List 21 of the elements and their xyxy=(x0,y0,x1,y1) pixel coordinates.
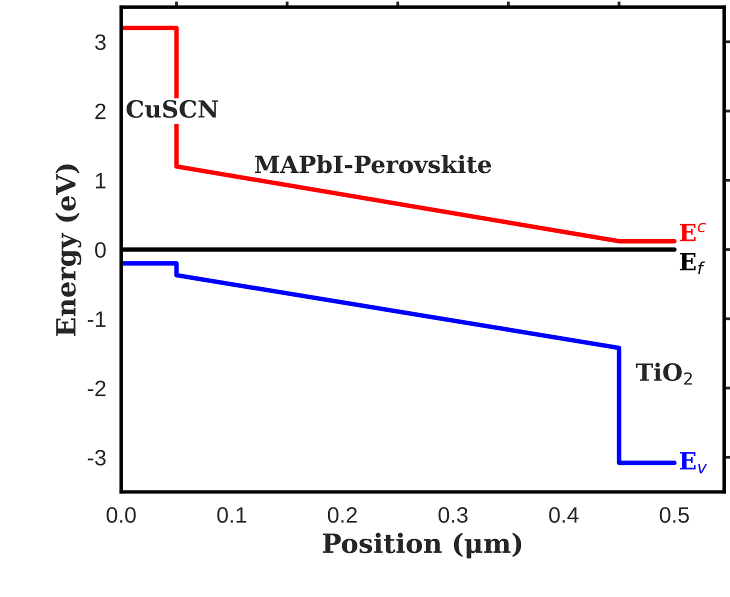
x-tick-label: 0.5 xyxy=(660,507,689,523)
series-label: E$_{f}$ xyxy=(680,253,705,274)
annotation: CuSCN xyxy=(126,100,218,118)
series-label: E$^{c}$ xyxy=(680,222,706,242)
x-tick-label: 0.1 xyxy=(217,507,246,523)
y-tick-label: -1 xyxy=(88,312,106,327)
y-axis-title: Energy (eV) xyxy=(55,164,82,336)
y-tick-label: -2 xyxy=(88,380,106,396)
annotation: MAPbI-Perovskite xyxy=(254,155,492,174)
x-tick-label: 0.2 xyxy=(328,507,357,523)
y-tick-label: 2 xyxy=(95,104,106,120)
x-tick-label: 0.0 xyxy=(106,507,136,523)
y-tick-label: 3 xyxy=(95,34,106,50)
annotation: TiO$_{2}$ xyxy=(636,362,692,385)
y-tick-label: 1 xyxy=(96,173,106,188)
x-axis-title: Position (μm) xyxy=(322,532,522,558)
x-tick-label: 0.4 xyxy=(549,507,579,523)
series-label: E$_{v}$ xyxy=(680,452,708,474)
y-tick-label: -3 xyxy=(88,450,106,466)
y-tick-label: 0 xyxy=(95,242,106,258)
x-tick-label: 0.3 xyxy=(438,507,468,523)
